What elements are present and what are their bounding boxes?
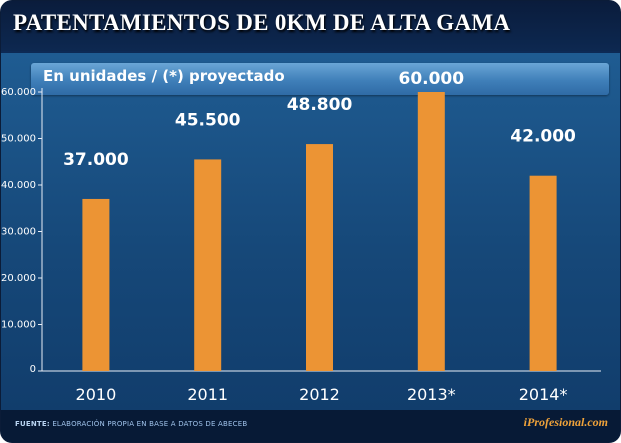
chart-title: PATENTAMIENTOS DE 0KM DE ALTA GAMA [13, 10, 511, 35]
x-tick-label: 2014* [519, 385, 568, 404]
data-label: 60.000 [398, 69, 464, 89]
x-tick-label: 2010 [76, 385, 117, 404]
subtitle-bar: En unidades / (*) proyectado [31, 63, 609, 95]
y-tick-label: 50.000 [1, 134, 36, 145]
data-label: 45.500 [175, 110, 241, 130]
data-label: 42.000 [510, 127, 576, 147]
source-text: ELABORACIÓN PROPIA EN BASE A DATOS DE AB… [52, 420, 248, 428]
x-tick-label: 2012 [299, 385, 340, 404]
x-tick-label: 2013* [407, 385, 456, 404]
source-label: FUENTE: [15, 420, 50, 428]
y-tick-label: 40.000 [1, 180, 36, 191]
data-label: 37.000 [63, 150, 129, 170]
source-note: FUENTE: ELABORACIÓN PROPIA EN BASE A DAT… [15, 420, 247, 428]
brand-logo: iProfesional.com [523, 415, 608, 429]
bar [306, 144, 333, 371]
bar-chart: 0 10.000 20.000 30.000 40.000 50.000 60.000 37.… [1, 69, 601, 404]
y-tick-label: 10.000 [1, 320, 36, 331]
data-label: 48.800 [287, 95, 353, 115]
bar [417, 92, 445, 371]
chart-footer: FUENTE: ELABORACIÓN PROPIA EN BASE A DAT… [1, 410, 620, 442]
y-tick-label: 60.000 [1, 87, 36, 98]
bar [529, 175, 557, 371]
x-tick-label: 2011 [187, 385, 228, 404]
y-tick-label: 30.000 [1, 227, 36, 238]
chart-header: PATENTAMIENTOS DE 0KM DE ALTA GAMA [1, 1, 620, 51]
y-tick-label: 20.000 [1, 273, 36, 284]
chart-subtitle: En unidades / (*) proyectado [43, 67, 285, 85]
y-tick-label: 0 [30, 364, 36, 375]
bar [82, 198, 110, 371]
bar [194, 159, 222, 371]
